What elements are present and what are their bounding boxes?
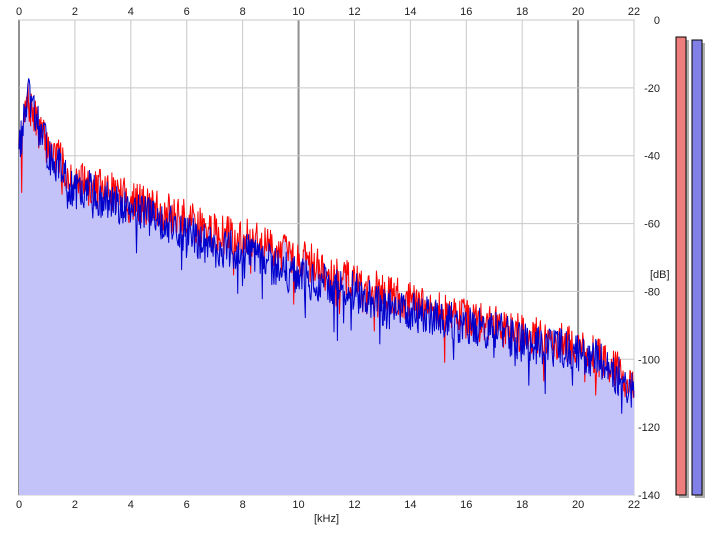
y-tick-label: -140 <box>638 490 660 502</box>
x-tick-label-top: 16 <box>460 6 472 18</box>
y-tick-label: -60 <box>644 219 660 231</box>
y-tick-label: -20 <box>644 83 660 95</box>
x-tick-label-top: 2 <box>72 6 78 18</box>
y-tick-label: 0 <box>654 15 660 27</box>
x-tick-label-top: 6 <box>184 6 190 18</box>
x-tick-label-bottom: 8 <box>240 499 246 511</box>
x-tick-label-top: 22 <box>628 6 640 18</box>
x-tick-label-top: 20 <box>572 6 584 18</box>
x-tick-label-bottom: 2 <box>72 499 78 511</box>
x-tick-label-bottom: 4 <box>128 499 134 511</box>
spectrum-fill-area <box>19 78 634 496</box>
x-tick-label-bottom: 16 <box>460 499 472 511</box>
x-tick-label-bottom: 0 <box>16 499 22 511</box>
y-tick-label: -40 <box>644 151 660 163</box>
x-axis-label: [kHz] <box>314 513 339 525</box>
x-tick-label-top: 8 <box>240 6 246 18</box>
y-axis-ticks: 0 -20 -40 -60 -80 -100 -120 -140 <box>638 15 660 502</box>
x-tick-label-bottom: 22 <box>628 499 640 511</box>
x-tick-label-bottom: 6 <box>184 499 190 511</box>
x-tick-label-bottom: 10 <box>292 499 304 511</box>
x-tick-label-top: 12 <box>348 6 360 18</box>
x-tick-label-bottom: 20 <box>572 499 584 511</box>
x-tick-label-top: 18 <box>516 6 528 18</box>
x-axis-top-ticks: 0 2 4 6 8 10 12 14 16 18 20 22 <box>16 6 640 18</box>
left-channel-meter <box>675 36 687 496</box>
y-tick-label: -120 <box>638 422 660 434</box>
right-channel-line <box>18 78 635 414</box>
y-tick-label: -100 <box>638 354 660 366</box>
peak-meters <box>675 36 705 498</box>
y-tick-label: -80 <box>644 286 660 298</box>
x-tick-label-top: 10 <box>292 6 304 18</box>
x-axis-bottom-ticks: 0 2 4 6 8 10 12 14 16 18 20 22 <box>16 499 640 511</box>
x-tick-label-top: 14 <box>404 6 416 18</box>
x-tick-label-top: 4 <box>128 6 134 18</box>
x-tick-label-top: 0 <box>16 6 22 18</box>
x-tick-label-bottom: 14 <box>404 499 416 511</box>
right-channel-meter <box>691 39 703 496</box>
x-tick-label-bottom: 18 <box>516 499 528 511</box>
y-axis-label: [dB] <box>650 269 670 281</box>
x-tick-label-bottom: 12 <box>348 499 360 511</box>
